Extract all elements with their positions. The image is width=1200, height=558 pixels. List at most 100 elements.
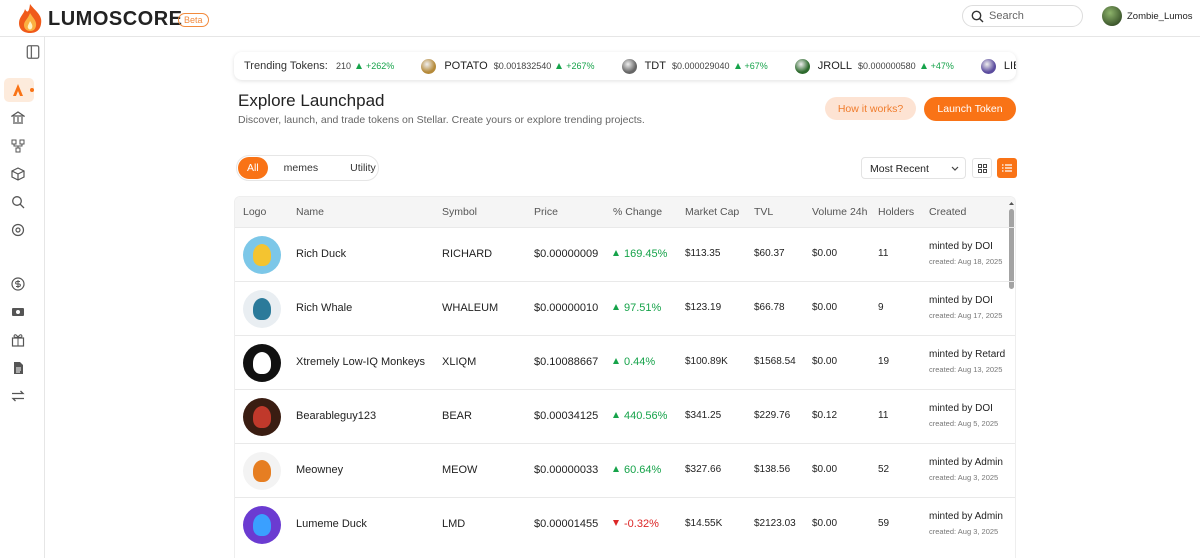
column-header: Volume 24h xyxy=(812,206,868,218)
token-table: Logo Name Symbol Price % Change Market Cap TVL… xyxy=(234,196,1016,558)
how-it-works-button[interactable]: How it works? xyxy=(825,97,916,120)
user-avatar[interactable] xyxy=(1102,6,1122,26)
token-price: $0.001832540 xyxy=(493,61,552,71)
logo-figure xyxy=(253,406,271,428)
beta-badge: Beta xyxy=(178,13,209,27)
cell-volume: $0.00 xyxy=(812,464,838,475)
nav-doc[interactable] xyxy=(11,361,25,375)
cell-market-cap: $100.89K xyxy=(685,356,728,367)
cell-name: Rich Duck xyxy=(296,248,347,260)
cell-symbol: BEAR xyxy=(442,410,472,422)
trending-list: 210 +262% POTATO $0.001832540 +267% TDT $0.000… xyxy=(336,58,1016,74)
cell-change: 440.56% xyxy=(613,410,667,422)
list-view-button[interactable] xyxy=(997,158,1017,178)
scrollbar[interactable] xyxy=(1009,201,1014,556)
cell-name: Bearableguy123 xyxy=(296,410,377,422)
token-row[interactable]: Meowney MEOW $0.00000033 60.64% $327.66 $138.… xyxy=(235,443,1015,497)
cell-price: $0.00000010 xyxy=(534,302,599,314)
cell-change: 60.64% xyxy=(613,464,661,476)
page-subtitle: Discover, launch, and trade tokens on St… xyxy=(238,114,645,126)
column-header: Price xyxy=(534,206,558,218)
cell-name: Rich Whale xyxy=(296,302,353,314)
tab-group: All memes Utility xyxy=(236,155,379,181)
logo-figure xyxy=(253,352,271,374)
cell-minted: minted by DOI xyxy=(929,295,993,306)
token-price: $0.000000580 xyxy=(858,61,916,71)
collapse-icon[interactable] xyxy=(26,45,40,59)
cell-change: -0.32% xyxy=(613,518,659,530)
username[interactable]: Zombie_Lumos xyxy=(1127,11,1193,22)
token-icon xyxy=(621,58,637,74)
column-header: Name xyxy=(296,206,325,218)
up-arrow xyxy=(613,304,619,310)
nav-gift[interactable] xyxy=(11,333,25,347)
token-logo xyxy=(243,398,281,436)
nav-bank[interactable] xyxy=(11,111,25,125)
search-box[interactable]: Search xyxy=(962,5,1083,27)
cell-change: 169.45% xyxy=(613,248,667,260)
launch-token-button[interactable]: Launch Token xyxy=(924,97,1016,121)
column-header: % Change xyxy=(613,206,663,218)
page-title: Explore Launchpad xyxy=(238,91,385,110)
trending-item[interactable]: POTATO $0.001832540 +267% xyxy=(421,58,595,74)
trending-item[interactable]: TDT $0.000029040 +67% xyxy=(621,58,768,74)
nav-box[interactable] xyxy=(11,167,25,181)
cell-name: Lumeme Duck xyxy=(296,518,367,530)
token-row[interactable]: Rich Duck RICHARD $0.00000009 169.45% $113.3… xyxy=(235,227,1015,281)
token-symbol: LIBERATOR xyxy=(1003,60,1016,72)
token-logo xyxy=(243,236,281,274)
cell-symbol: WHALEUM xyxy=(442,302,499,314)
cell-created: created: Aug 13, 2025 xyxy=(929,365,1003,374)
cell-price: $0.00034125 xyxy=(534,410,599,422)
token-icon xyxy=(980,58,996,74)
token-row[interactable]: Rich Whale WHALEUM $0.00000010 97.51% $123.1… xyxy=(235,281,1015,335)
trending-item[interactable]: 210 +262% xyxy=(336,58,394,74)
token-row[interactable]: Bearableguy123 BEAR $0.00034125 440.56% $341… xyxy=(235,389,1015,443)
nav-tree[interactable] xyxy=(11,139,25,153)
token-change: +267% xyxy=(566,61,595,71)
cell-created: created: Aug 3, 2025 xyxy=(929,527,999,536)
nav-ticket[interactable] xyxy=(11,305,25,319)
cell-price: $0.00000009 xyxy=(534,248,599,260)
cell-tvl: $66.78 xyxy=(754,302,785,313)
cell-holders: 52 xyxy=(878,464,890,475)
cell-volume: $0.00 xyxy=(812,248,838,259)
grid-view-button[interactable] xyxy=(972,158,992,178)
nav-settings[interactable] xyxy=(11,223,25,237)
trending-item[interactable]: JROLL $0.000000580 +47% xyxy=(794,58,954,74)
up-arrow xyxy=(556,63,563,69)
token-row[interactable]: Lumeme Duck LMD $0.00001455 -0.32% $14.55K $2… xyxy=(235,497,1015,551)
cell-volume: $0.12 xyxy=(812,410,838,421)
sort-label: Most Recent xyxy=(870,163,929,175)
cell-market-cap: $327.66 xyxy=(685,464,722,475)
token-price: 210 xyxy=(336,61,352,71)
token-change: +67% xyxy=(744,61,768,71)
trending-bar: Trending Tokens: 210 +262% POTATO $0.001832… xyxy=(234,52,1016,80)
up-arrow xyxy=(920,63,927,69)
filter-tab[interactable]: All xyxy=(238,157,268,179)
cell-market-cap: $341.25 xyxy=(685,410,722,421)
sort-select[interactable]: Most Recent xyxy=(861,157,966,179)
trending-item[interactable]: LIBERATOR$0.001933 xyxy=(980,58,1016,74)
change-value: -0.32% xyxy=(624,518,659,530)
token-row[interactable]: Xtremely Low-IQ Monkeys XLIQM $0.10088667 0… xyxy=(235,335,1015,389)
cell-tvl: $2123.03 xyxy=(754,518,796,529)
token-symbol: POTATO xyxy=(444,60,488,72)
table-header: Logo Name Symbol Price % Change Market Cap TVL… xyxy=(235,197,1015,227)
nav-dollar[interactable] xyxy=(11,277,25,291)
filter-tab[interactable]: memes xyxy=(283,162,319,174)
nav-search[interactable] xyxy=(11,195,25,209)
logo-figure xyxy=(253,244,271,266)
filter-tab[interactable]: Utility xyxy=(350,162,376,174)
nav-swap[interactable] xyxy=(11,389,25,403)
top-bar: LUMOSCORE Beta Search Zombie_Lumos xyxy=(0,0,1200,37)
cell-holders: 11 xyxy=(878,248,889,259)
cell-price: $0.10088667 xyxy=(534,356,599,368)
cell-tvl: $1568.54 xyxy=(754,356,796,367)
cell-created: created: Aug 3, 2025 xyxy=(929,473,999,482)
cell-tvl: $138.56 xyxy=(754,464,791,475)
column-header: Holders xyxy=(878,206,915,218)
token-price: $0.000029040 xyxy=(671,61,730,71)
up-arrow xyxy=(613,466,619,472)
